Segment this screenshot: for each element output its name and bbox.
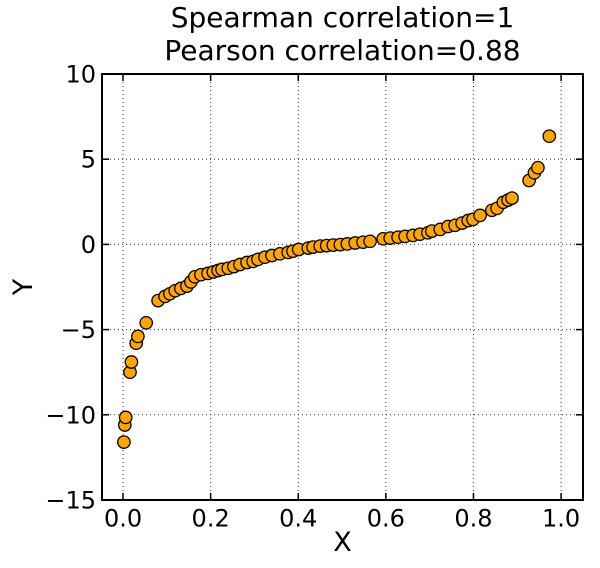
chart-title-line1: Spearman correlation=1	[170, 1, 515, 34]
y-tick-label: 5	[81, 146, 96, 174]
data-point	[117, 435, 131, 449]
data-point	[473, 208, 487, 223]
data-point	[139, 315, 154, 330]
x-tick-label: 0.4	[279, 505, 317, 533]
x-tick-label: 1.0	[542, 505, 580, 533]
y-tick-label: 10	[65, 61, 96, 89]
chart-title: Spearman correlation=1 Pearson correlati…	[102, 1, 583, 67]
data-point	[542, 129, 557, 144]
y-tick-label: −10	[45, 401, 96, 429]
y-tick-label: −15	[45, 487, 96, 515]
x-tick-label: 0.0	[104, 505, 142, 533]
x-tick-label: 0.6	[367, 505, 405, 533]
data-point	[531, 160, 545, 175]
x-tick-label: 0.2	[192, 505, 230, 533]
data-point	[363, 234, 377, 249]
x-tick-label: 0.8	[454, 505, 492, 533]
x-axis-label: X	[333, 527, 352, 558]
data-point	[131, 329, 145, 344]
chart-title-line2: Pearson correlation=0.88	[164, 34, 521, 67]
plot-frame	[101, 73, 584, 501]
y-tick-label: −5	[61, 316, 96, 344]
y-tick-label: 0	[81, 231, 96, 259]
data-point	[505, 191, 519, 205]
data-point	[118, 410, 133, 425]
data-point	[124, 355, 139, 369]
